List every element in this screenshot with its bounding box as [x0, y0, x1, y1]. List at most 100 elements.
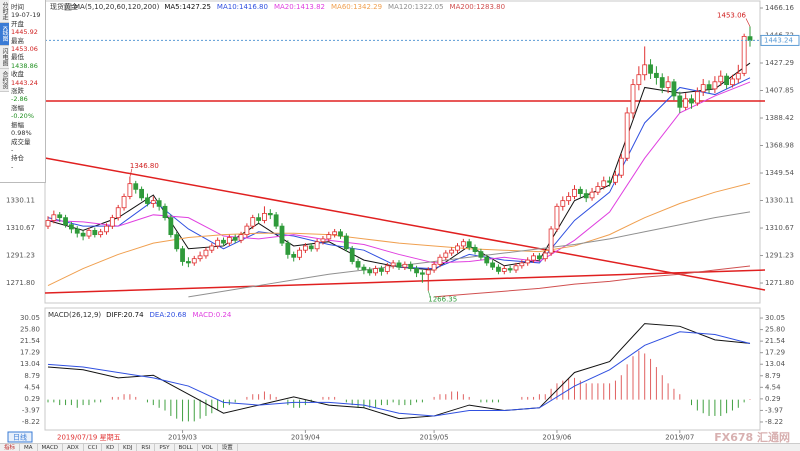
candle-body	[460, 241, 466, 247]
candle-body	[367, 269, 373, 274]
info-panel: 时间 19-07-19 开盘 1445.92 最高 1453.06 最低 1438.86 收盘 1…	[11, 3, 45, 171]
sidebar-tab[interactable]: 分时走势	[0, 0, 9, 23]
ma-checkbox[interactable]	[64, 3, 72, 11]
candle-body	[92, 229, 98, 236]
candle-body	[104, 225, 109, 233]
candle-body	[484, 256, 490, 264]
toolbar-item[interactable]: KDJ	[119, 444, 138, 451]
candle-body	[466, 241, 472, 248]
y-tick-label: 1291.23	[765, 252, 794, 260]
last-price-tag	[760, 34, 800, 46]
candle-body	[69, 224, 74, 230]
candle-body	[57, 214, 63, 219]
toolbar-item[interactable]: RSI	[137, 444, 156, 451]
candle-body	[226, 237, 232, 244]
candle-body	[630, 84, 636, 114]
candle-body	[215, 239, 221, 247]
candle-body	[654, 72, 659, 78]
candle-body	[209, 245, 215, 251]
sidebar-tab[interactable]: K线图	[0, 23, 9, 46]
annotation-leader	[129, 168, 133, 177]
toolbar-item[interactable]: BOLL	[175, 444, 198, 451]
candle-body	[414, 268, 419, 274]
y-tick-label: 4.54	[765, 383, 781, 391]
y-tick-label: 30.05	[765, 314, 785, 322]
candle-body	[232, 237, 238, 241]
y-tick-label: 1330.11	[765, 197, 794, 205]
candle-body	[443, 252, 449, 258]
info-value: 1453.06	[11, 45, 38, 54]
annotation-leader	[745, 18, 751, 27]
macd-line	[47, 323, 751, 420]
ma-line	[188, 211, 751, 298]
candle-body	[525, 259, 531, 264]
ma-line	[434, 265, 751, 298]
candle-body	[238, 234, 244, 241]
period-button-frame[interactable]	[7, 431, 33, 443]
sidebar-tab[interactable]: 闪电图	[0, 46, 9, 69]
candle-body	[648, 64, 653, 74]
info-label: 涨跌	[11, 87, 24, 96]
y-tick-label-left: 1330.11	[6, 197, 35, 205]
candle-body	[355, 261, 361, 268]
candle-body	[127, 183, 133, 197]
candle-body	[718, 75, 724, 83]
candle-body	[455, 245, 460, 251]
toolbar-item[interactable]: ADX	[63, 444, 84, 451]
candle-body	[577, 188, 583, 194]
sidebar-tab[interactable]: 合约资料	[0, 69, 9, 92]
y-tick-label-left: 1271.80	[6, 279, 35, 287]
candle-body	[583, 193, 589, 199]
info-label: 收盘	[11, 70, 24, 79]
info-value: -	[11, 162, 14, 171]
candle-body	[712, 81, 718, 90]
candle-body	[373, 268, 379, 274]
candle-body	[700, 84, 706, 93]
candle-body	[642, 64, 648, 76]
candle-body	[279, 225, 285, 244]
candle-body	[665, 81, 671, 88]
toolbar-item[interactable]: KD	[102, 444, 119, 451]
toolbar: 指标 MA MACD ADX CCI KD KDJ RSI PSY BOLL VOL 设置	[0, 443, 800, 451]
toolbar-item[interactable]: MA	[20, 444, 38, 451]
candle-body	[548, 228, 554, 254]
y-tick-label: 8.79	[765, 372, 781, 380]
toolbar-item[interactable]: PSY	[155, 444, 175, 451]
candle-body	[74, 228, 80, 234]
candle-body	[741, 35, 747, 74]
info-value: 1438.86	[11, 61, 38, 70]
candle-body	[343, 235, 349, 250]
y-tick-label-left: 8.79	[24, 372, 40, 380]
toolbar-item[interactable]: CCI	[84, 444, 103, 451]
candle-body	[98, 231, 104, 236]
info-label: 振幅	[11, 120, 24, 129]
candle-body	[45, 220, 51, 227]
ma-line	[47, 182, 751, 287]
period-button[interactable]: 日线	[13, 433, 27, 442]
toolbar-item[interactable]: 设置	[218, 444, 238, 451]
toolbar-item[interactable]: MACD	[38, 444, 64, 451]
toolbar-item[interactable]: 指标	[0, 444, 21, 451]
candle-body	[285, 242, 291, 255]
macd-panel-frame	[44, 307, 761, 431]
candle-body	[689, 98, 694, 104]
y-tick-label: 1388.42	[765, 114, 794, 122]
candle-body	[115, 207, 121, 219]
y-tick-label: 1407.85	[765, 87, 794, 95]
candle-body	[747, 36, 753, 41]
ma-line	[47, 77, 751, 270]
candle-body	[683, 98, 689, 108]
candle-body	[478, 251, 484, 258]
ma-line	[47, 81, 751, 264]
toolbar-item[interactable]: VOL	[198, 444, 218, 451]
candle-body	[566, 196, 572, 202]
y-tick-label-left: 1291.23	[6, 252, 35, 260]
x-tick-label: 2019/06	[542, 434, 572, 442]
candle-body	[589, 191, 595, 199]
cursor-date: 2019/07/19 星期五	[57, 434, 121, 442]
candle-body	[86, 229, 92, 237]
info-value: 19-07-19	[11, 11, 41, 20]
watermark: FX678 汇通网	[714, 431, 790, 444]
candle-body	[560, 200, 566, 207]
